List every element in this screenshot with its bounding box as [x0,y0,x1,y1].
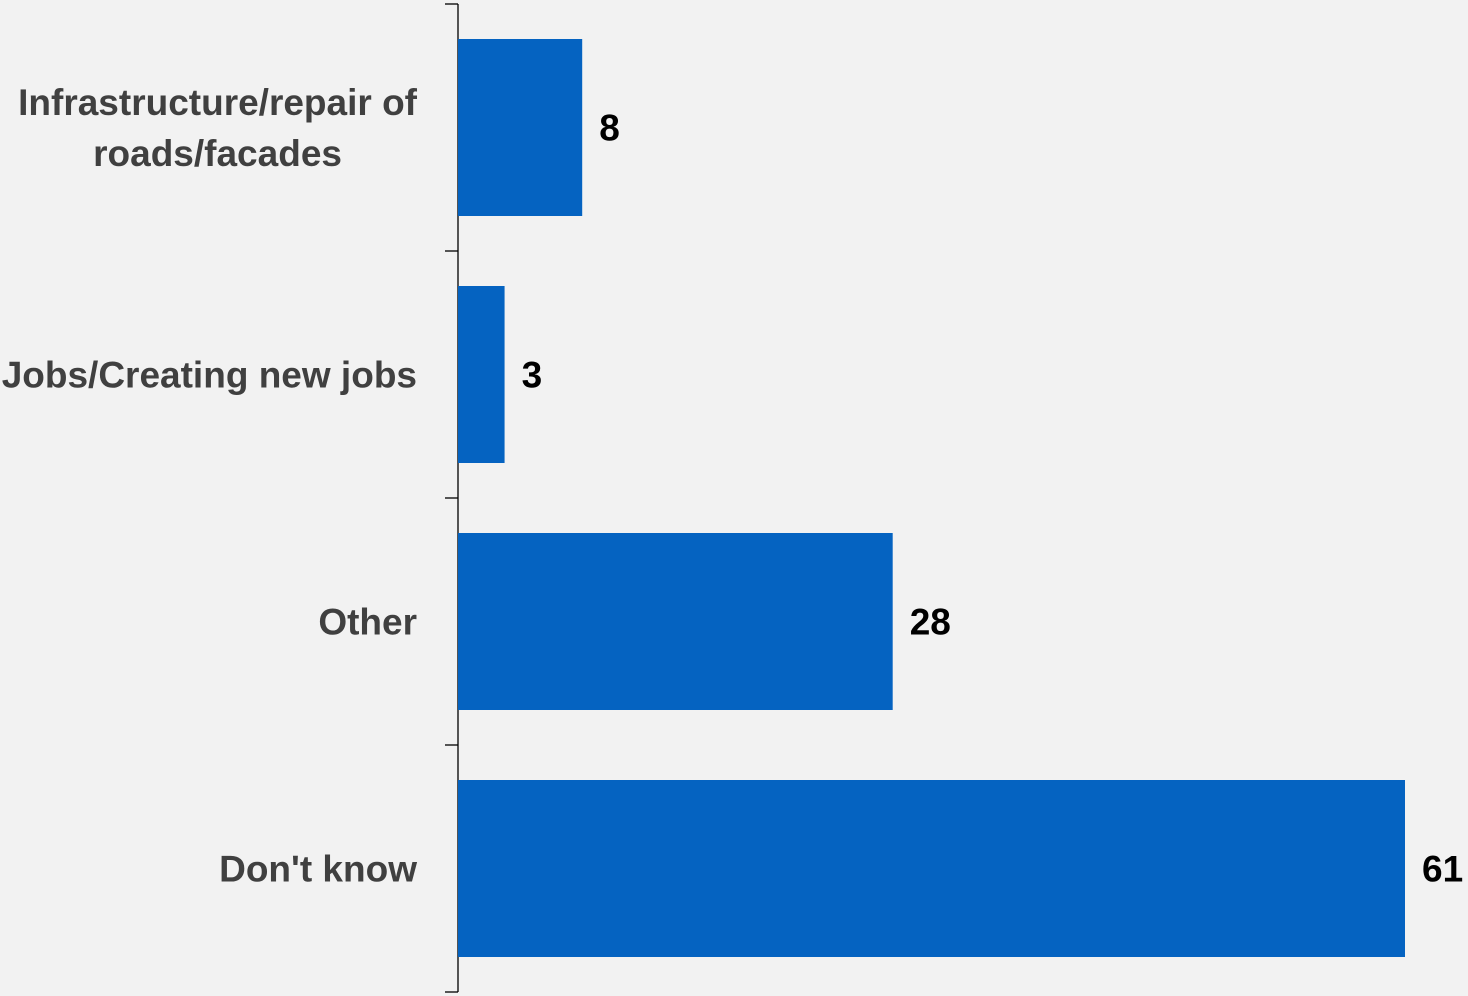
data-label: 28 [910,602,951,643]
labels-layer: 8 Infrastructure/repair of roads/facades 3 J… [2,82,1463,890]
data-label: 3 [522,355,543,396]
category-label-line: Jobs/Creating new jobs [2,355,417,396]
bar [458,286,505,463]
axis-layer [445,4,458,992]
category-label-line: Don't know [219,849,417,890]
bar [458,533,893,710]
category-label: Don't know [219,849,417,890]
bars-layer [458,39,1405,957]
category-label: Other [318,602,417,643]
category-label: Infrastructure/repair of roads/facades [18,82,418,174]
category-label: Jobs/Creating new jobs [2,355,417,396]
bar [458,780,1405,957]
data-label: 61 [1422,849,1463,890]
category-label-line: roads/facades [93,133,342,174]
data-label: 8 [599,108,620,149]
category-label-line: Other [318,602,417,643]
bar [458,39,582,216]
category-label-line: Infrastructure/repair of [18,82,418,123]
